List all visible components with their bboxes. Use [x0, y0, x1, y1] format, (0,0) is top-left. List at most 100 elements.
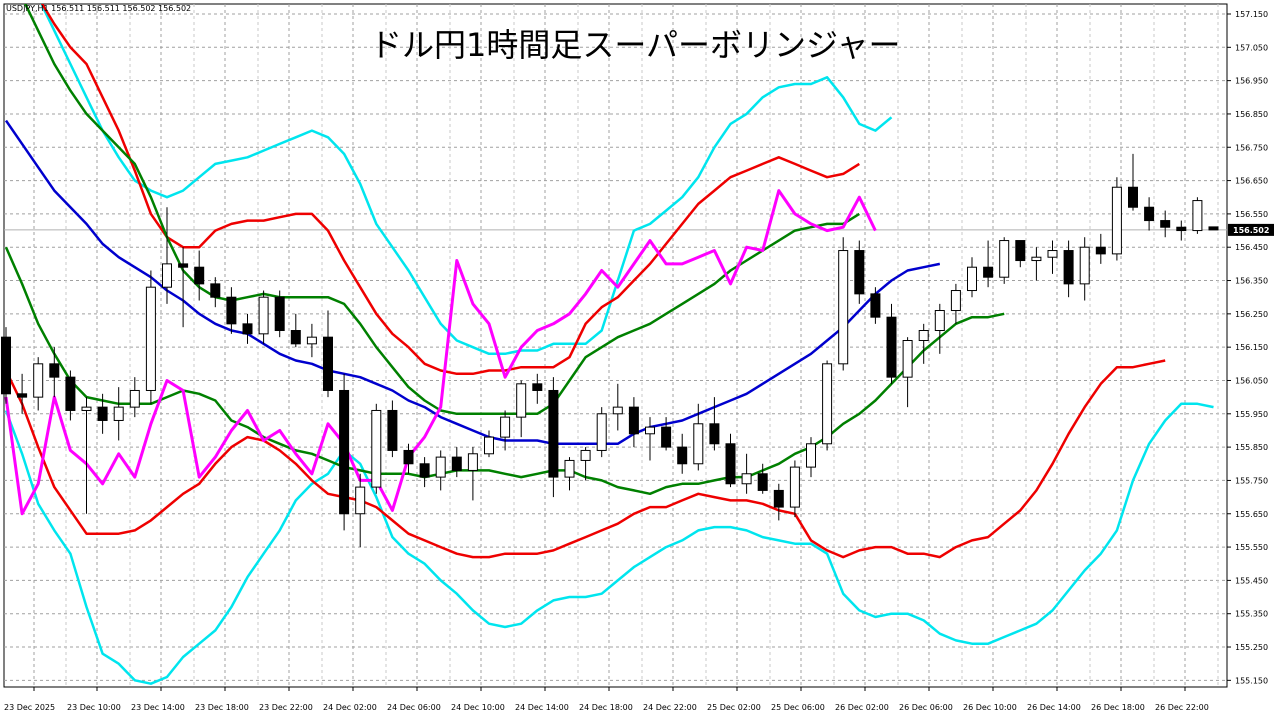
- center-line: [4, 119, 941, 446]
- candle: [757, 463, 768, 494]
- y-tick-label: 156.050: [1235, 376, 1268, 385]
- candle: [564, 457, 575, 491]
- candle-body: [709, 423, 720, 445]
- candle-body: [387, 409, 398, 451]
- candle-body: [564, 459, 575, 478]
- y-tick-label: 156.450: [1235, 243, 1268, 252]
- candle: [113, 387, 124, 441]
- candle: [451, 447, 462, 478]
- candle: [773, 483, 784, 521]
- candle: [628, 397, 639, 448]
- y-tick-label: 156.550: [1235, 210, 1268, 219]
- candle-body: [806, 443, 816, 468]
- x-tick-label: 26 Dec 18:00: [1091, 703, 1145, 712]
- candle-body: [1, 336, 11, 395]
- candle: [49, 347, 60, 398]
- candle: [500, 410, 511, 451]
- candle: [789, 460, 800, 518]
- x-tick-label: 26 Dec 02:00: [835, 703, 889, 712]
- candle: [1144, 197, 1155, 231]
- candle: [709, 397, 720, 451]
- candle-body: [548, 389, 559, 478]
- candle-body: [854, 250, 865, 295]
- candle: [81, 397, 92, 514]
- candle: [580, 447, 591, 481]
- candle-body: [210, 283, 221, 298]
- candle-body: [1031, 256, 1042, 262]
- candle: [532, 373, 543, 404]
- candle-body: [113, 406, 124, 421]
- candle: [1192, 197, 1203, 234]
- candle-body: [1015, 240, 1026, 262]
- x-tick-label: 23 Dec 10:00: [67, 703, 121, 712]
- candle-body: [596, 413, 607, 451]
- x-tick-label: 25 Dec 06:00: [771, 703, 825, 712]
- candle: [950, 283, 961, 324]
- candle: [274, 290, 285, 338]
- candle-body: [1208, 226, 1219, 231]
- candle: [934, 303, 945, 354]
- candle-body: [1095, 246, 1106, 255]
- candle-body: [612, 406, 623, 415]
- candle: [1128, 153, 1138, 211]
- band-plus1-line: [23, 4, 860, 416]
- y-tick-label: 155.950: [1235, 410, 1268, 419]
- y-tick-label: 156.750: [1235, 143, 1268, 152]
- candle: [516, 380, 527, 438]
- candle: [967, 257, 977, 298]
- candle-body: [661, 426, 672, 448]
- candle-body: [194, 266, 205, 285]
- candle-body: [339, 389, 350, 515]
- x-tick-label: 26 Dec 06:00: [899, 703, 953, 712]
- candle: [548, 377, 559, 498]
- candle-body: [886, 316, 897, 378]
- candle: [612, 383, 623, 431]
- candle: [983, 240, 994, 288]
- y-tick-label: 155.150: [1235, 676, 1268, 685]
- candle: [339, 373, 350, 531]
- candle-body: [918, 330, 929, 342]
- candle-body: [1128, 186, 1138, 208]
- candle-body: [950, 290, 961, 312]
- candle-body: [484, 436, 494, 455]
- x-axis: 23 Dec 2025 23 Dec 10:00 23 Dec 14:00 23 De…: [4, 687, 1209, 712]
- current-price-label: 156.502: [1233, 226, 1269, 235]
- x-tick-label: 24 Dec 14:00: [515, 703, 569, 712]
- candle-body: [1192, 200, 1203, 232]
- candle: [1095, 233, 1106, 264]
- plot-background: [3, 3, 1228, 688]
- candle: [162, 207, 172, 304]
- y-tick-label: 156.650: [1235, 177, 1268, 186]
- candle: [467, 447, 478, 501]
- candle: [290, 313, 301, 348]
- candle: [1176, 220, 1187, 241]
- candle-body: [1063, 250, 1074, 285]
- candle: [870, 287, 881, 324]
- candle-body: [371, 409, 382, 488]
- band-minus3-line: [4, 402, 1214, 685]
- candle-body: [33, 363, 44, 398]
- candle-body: [1111, 186, 1122, 255]
- candle-body: [645, 426, 655, 435]
- chart-title: ドル円1時間足スーパーボリンジャー: [370, 26, 901, 64]
- candle-body: [628, 406, 639, 435]
- candle-body: [773, 489, 784, 508]
- candle: [725, 433, 736, 488]
- candle-body: [822, 363, 833, 445]
- candle: [693, 403, 704, 471]
- y-tick-label: 156.250: [1235, 310, 1268, 319]
- candle: [902, 337, 913, 408]
- candle: [1, 327, 11, 404]
- lagging-span-line: [4, 189, 877, 516]
- x-tick-label: 24 Dec 06:00: [387, 703, 441, 712]
- candle: [178, 247, 189, 328]
- candle: [806, 437, 816, 478]
- candle-body: [467, 453, 478, 471]
- candle: [741, 453, 752, 494]
- candle-body: [97, 406, 108, 421]
- candle-body: [17, 393, 28, 398]
- x-tick-label: 26 Dec 22:00: [1155, 703, 1209, 712]
- x-tick-label: 23 Dec 2025: [4, 703, 55, 712]
